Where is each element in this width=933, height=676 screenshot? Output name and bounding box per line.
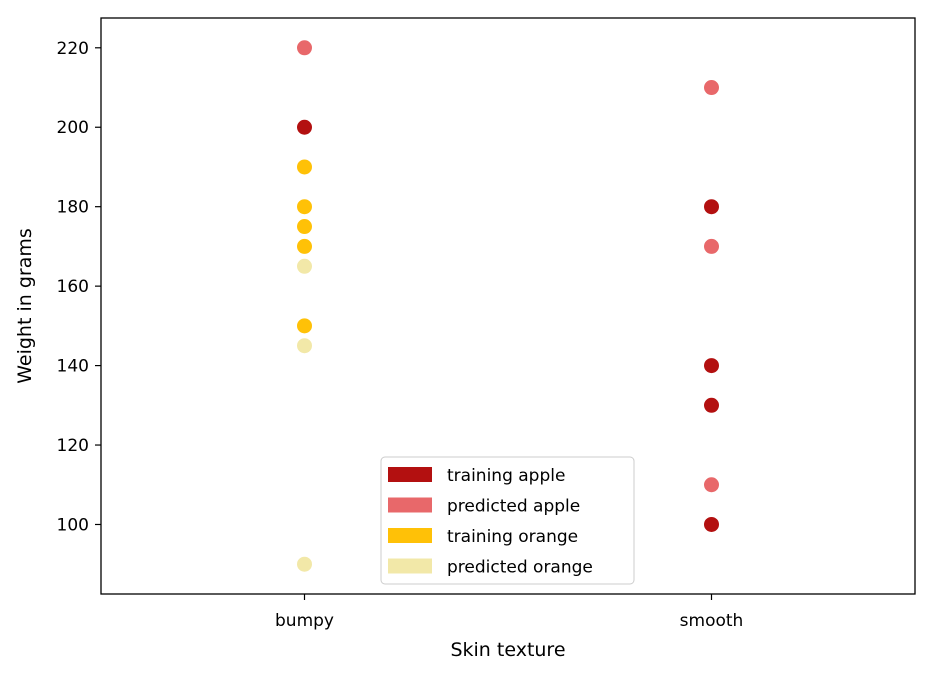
point-predicted-apple-1 [704, 80, 719, 96]
x-axis-label: Skin texture [450, 639, 565, 661]
y-tick-label: 140 [57, 357, 89, 377]
point-predicted-apple-0 [297, 40, 312, 56]
x-tick-label: bumpy [275, 611, 334, 631]
y-axis-label: Weight in grams [14, 228, 36, 384]
point-predicted-orange-2 [297, 556, 312, 572]
y-axis: 100 120 140 160 180 200 220 [57, 39, 101, 535]
point-predicted-apple-2 [704, 238, 719, 254]
y-tick-label: 160 [57, 277, 89, 297]
point-training-orange-0 [297, 159, 312, 175]
y-tick-label: 200 [57, 118, 89, 138]
point-training-orange-4 [297, 318, 312, 334]
point-predicted-orange-0 [297, 258, 312, 274]
point-predicted-orange-1 [297, 338, 312, 354]
point-training-orange-1 [297, 199, 312, 215]
legend-swatch [388, 497, 432, 513]
point-training-apple-4 [704, 516, 719, 532]
legend-label: predicted apple [447, 497, 580, 517]
y-tick-label: 220 [57, 39, 89, 59]
legend: training apple predicted apple training or… [380, 456, 635, 585]
x-axis: bumpy smooth [275, 594, 743, 631]
legend-label: training apple [447, 466, 565, 486]
legend-swatch [388, 528, 432, 543]
legend-swatch [388, 467, 432, 482]
legend-box [380, 456, 635, 585]
legend-label: predicted orange [447, 558, 593, 578]
plot-area-frame [100, 17, 916, 595]
point-training-apple-0 [297, 119, 312, 135]
legend-swatch [388, 558, 432, 574]
point-training-apple-3 [704, 397, 719, 413]
point-predicted-apple-3 [704, 477, 719, 493]
x-tick-label: smooth [680, 611, 744, 631]
legend-label: training orange [447, 527, 578, 547]
points-layer [297, 40, 719, 572]
y-tick-label: 100 [57, 515, 89, 535]
point-training-apple-1 [704, 199, 719, 215]
point-training-orange-3 [297, 238, 312, 254]
y-tick-label: 120 [57, 436, 89, 456]
y-tick-label: 180 [57, 198, 89, 218]
point-training-orange-2 [297, 219, 312, 235]
point-training-apple-2 [704, 358, 719, 374]
